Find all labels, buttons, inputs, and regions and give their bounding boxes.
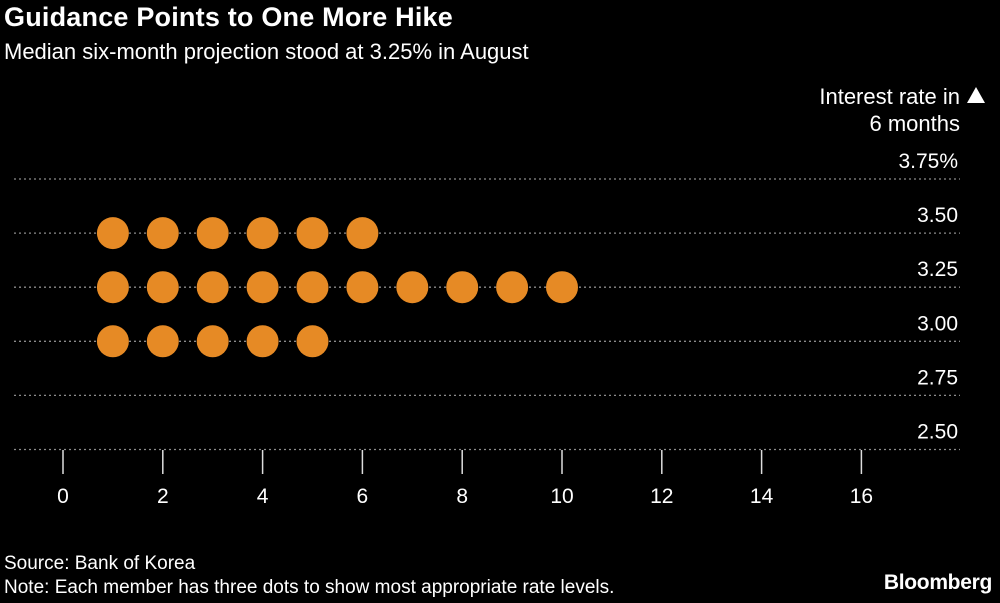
data-dot — [346, 217, 379, 250]
data-dot — [146, 217, 179, 250]
y-tick-label: 2.75 — [917, 366, 958, 389]
x-tick-label: 6 — [357, 485, 369, 508]
y-tick-label: 3.00 — [917, 312, 958, 335]
x-tick-label: 14 — [750, 485, 774, 508]
y-axis-label-line-2: 6 months — [870, 111, 961, 136]
data-dot — [246, 271, 279, 304]
x-tick-label: 0 — [57, 485, 69, 508]
data-dot — [496, 271, 529, 304]
data-dot — [296, 271, 329, 304]
footnote: Note: Each member has three dots to show… — [4, 577, 615, 598]
data-dot — [146, 325, 179, 358]
x-tick-label: 10 — [550, 485, 573, 508]
y-axis-label-line-1: Interest rate in — [819, 84, 960, 109]
y-tick-label: 3.75% — [898, 150, 958, 173]
data-dot — [96, 217, 129, 250]
y-tick-label: 2.50 — [917, 421, 958, 444]
data-dot — [196, 271, 229, 304]
chart-title: Guidance Points to One More Hike — [4, 2, 453, 32]
x-tick-label: 4 — [257, 485, 269, 508]
data-dot — [146, 271, 179, 304]
x-tick-label: 16 — [850, 485, 873, 508]
data-dot — [546, 271, 578, 304]
bloomberg-logo: Bloomberg — [883, 571, 992, 594]
data-dot — [246, 217, 279, 250]
data-dot — [346, 271, 379, 304]
x-tick-label: 8 — [456, 485, 468, 508]
data-dot — [196, 217, 229, 250]
data-dot — [296, 217, 329, 250]
y-tick-label: 3.25 — [917, 258, 958, 281]
data-dot — [396, 271, 429, 304]
data-dot — [246, 325, 279, 358]
up-arrow-icon — [967, 87, 985, 103]
dot-plot: Interest rate in 6 months 3.75% 3.50 3.25 3… — [14, 84, 985, 508]
y-tick-label: 3.50 — [917, 204, 958, 227]
data-dot — [96, 325, 129, 358]
data-dot — [96, 271, 129, 304]
data-dot — [296, 325, 329, 358]
x-tick-label: 12 — [650, 485, 673, 508]
x-tick-label: 2 — [157, 485, 169, 508]
data-dot — [446, 271, 479, 304]
chart-subtitle: Median six-month projection stood at 3.2… — [4, 39, 529, 64]
source-note: Source: Bank of Korea — [4, 553, 196, 574]
data-dot — [196, 325, 229, 358]
